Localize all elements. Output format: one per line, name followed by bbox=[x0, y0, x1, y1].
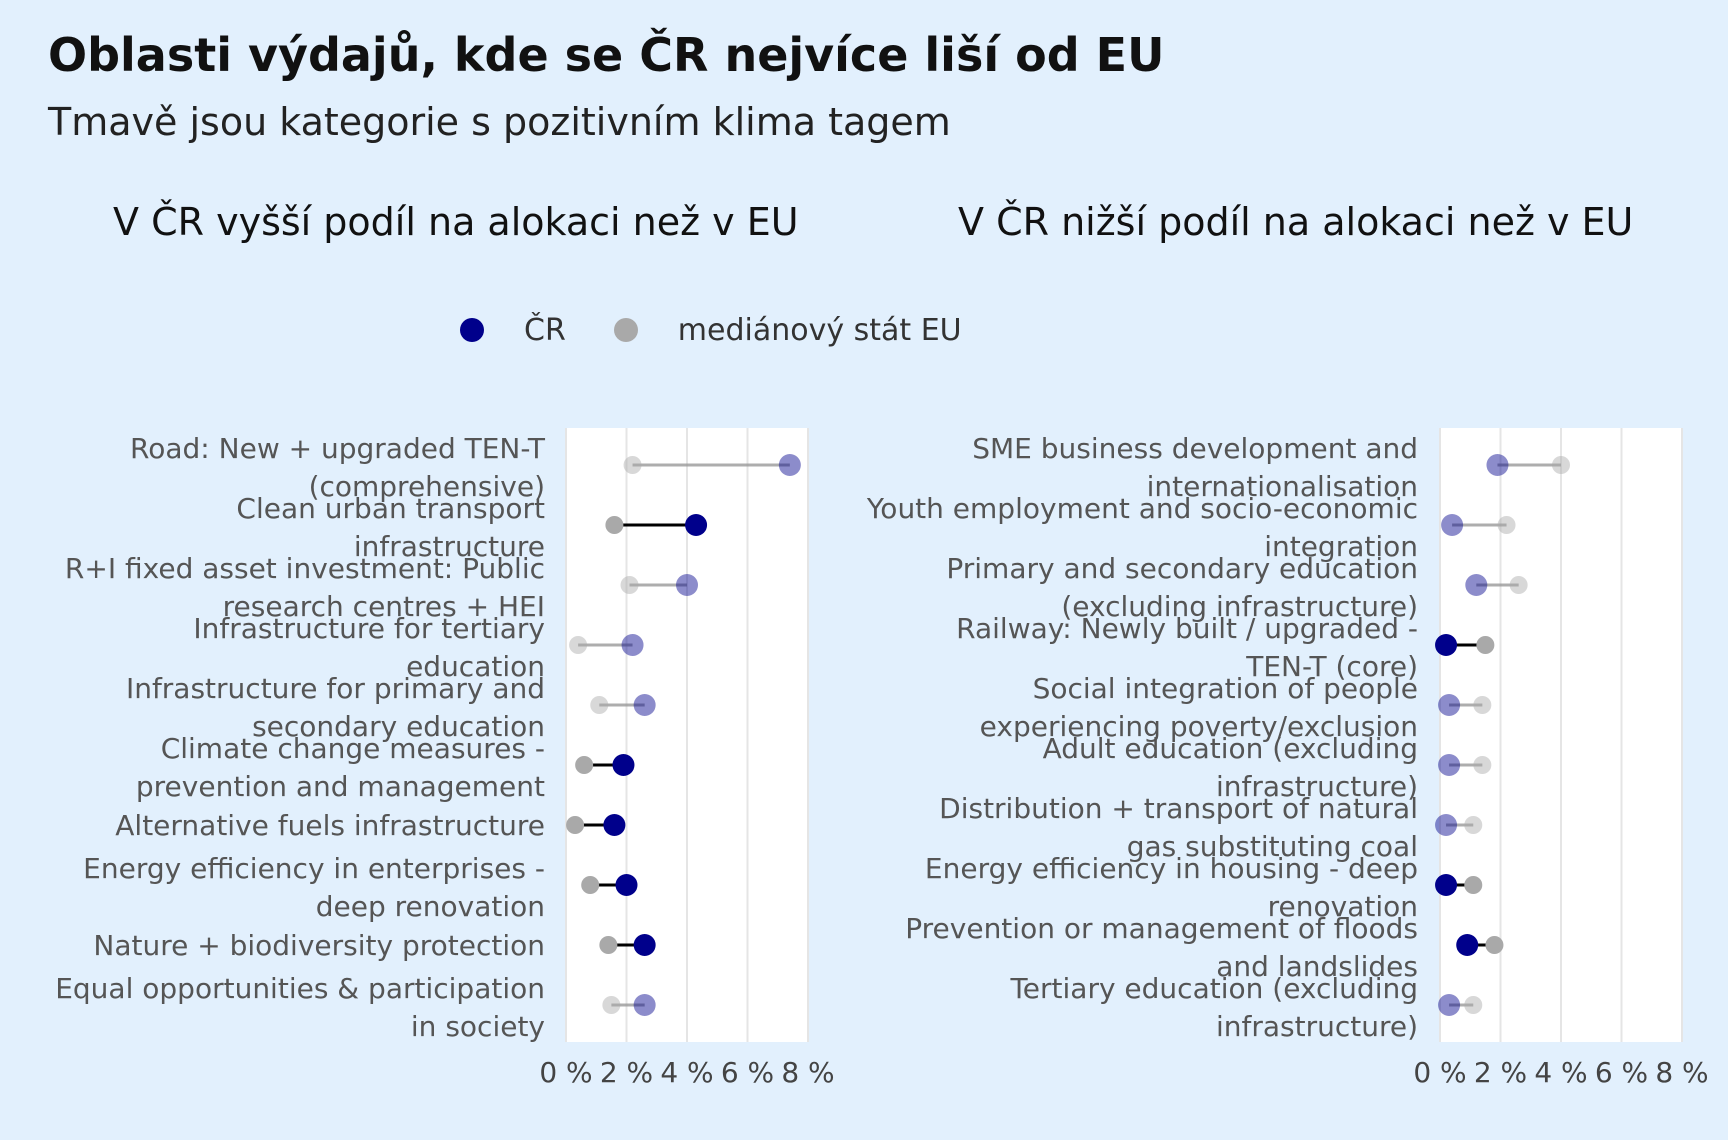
eu-median-point bbox=[566, 816, 585, 834]
category-label: Alternative fuels infrastructure bbox=[115, 809, 545, 842]
panel-title-lower: V ČR nižší podíl na alokaci než v EU bbox=[958, 200, 1634, 244]
cz-point bbox=[685, 514, 708, 536]
category-label: R+I fixed asset investment: Public bbox=[65, 552, 545, 585]
category-label: Distribution + transport of natural bbox=[939, 792, 1418, 825]
category-label: gas substituting coal bbox=[1127, 830, 1418, 863]
legend-marker-eu bbox=[613, 318, 638, 342]
cz-point bbox=[633, 694, 656, 716]
x-tick-label: 4 % bbox=[1534, 1056, 1587, 1089]
category-label: infrastructure bbox=[354, 530, 545, 563]
category-label: (comprehensive) bbox=[309, 470, 545, 503]
category-label: Railway: Newly built / upgraded - bbox=[956, 612, 1418, 645]
category-label: SME business development and bbox=[972, 432, 1418, 465]
category-label: experiencing poverty/exclusion bbox=[980, 710, 1418, 743]
category-label: in society bbox=[411, 1010, 545, 1043]
category-label: TEN-T (core) bbox=[1245, 650, 1418, 683]
category-label: Clean urban transport bbox=[236, 492, 545, 525]
category-label: Energy efficiency in housing - deep bbox=[925, 852, 1418, 885]
cz-point bbox=[615, 874, 638, 896]
legend-label-cz: ČR bbox=[524, 312, 566, 348]
category-label: and landslides bbox=[1216, 950, 1418, 983]
legend-marker-cz bbox=[460, 318, 484, 342]
cz-point bbox=[1441, 514, 1464, 536]
category-label: Climate change measures - bbox=[161, 732, 545, 765]
category-label: (excluding infrastructure) bbox=[1061, 590, 1418, 623]
category-label: Social integration of people bbox=[1033, 672, 1418, 705]
eu-median-point bbox=[620, 576, 639, 594]
x-tick-label: 8 % bbox=[1655, 1056, 1708, 1089]
category-label: integration bbox=[1264, 530, 1418, 563]
x-tick-label: 6 % bbox=[721, 1056, 774, 1089]
category-label: infrastructure) bbox=[1216, 1010, 1418, 1043]
legend: ČR mediánový stát EU bbox=[460, 310, 1010, 350]
x-tick-label: 8 % bbox=[781, 1056, 834, 1089]
eu-median-point bbox=[1552, 456, 1570, 474]
cz-point bbox=[603, 814, 626, 836]
panel-title-higher: V ČR vyšší podíl na alokaci než v EU bbox=[113, 200, 799, 244]
cz-point bbox=[1456, 934, 1479, 956]
cz-point bbox=[1438, 694, 1461, 716]
eu-median-point bbox=[605, 516, 624, 534]
x-tick-label: 2 % bbox=[1474, 1056, 1527, 1089]
eu-median-point bbox=[1476, 636, 1495, 654]
category-label: Tertiary education (excluding bbox=[1009, 972, 1418, 1005]
category-label: Prevention or management of floods bbox=[905, 912, 1418, 945]
eu-median-point bbox=[569, 636, 588, 654]
cz-point bbox=[1465, 574, 1488, 596]
category-label: internationalisation bbox=[1147, 470, 1418, 503]
x-tick-label: 6 % bbox=[1595, 1056, 1648, 1089]
eu-median-point bbox=[599, 936, 618, 954]
category-label: education bbox=[406, 650, 545, 683]
eu-median-point bbox=[1509, 576, 1528, 594]
eu-median-point bbox=[590, 696, 609, 714]
eu-median-point bbox=[1485, 936, 1504, 954]
eu-median-point bbox=[1473, 756, 1492, 774]
chart-subtitle: Tmavě jsou kategorie s pozitivním klima … bbox=[48, 100, 951, 144]
eu-median-point bbox=[1464, 816, 1483, 834]
cz-point bbox=[1438, 994, 1461, 1016]
category-label: Primary and secondary education bbox=[946, 552, 1418, 585]
category-label: prevention and management bbox=[136, 770, 545, 803]
category-label: Infrastructure for primary and bbox=[126, 672, 545, 705]
category-label: renovation bbox=[1268, 890, 1418, 923]
cz-point bbox=[676, 574, 698, 596]
eu-median-point bbox=[1464, 996, 1483, 1014]
category-label: Energy efficiency in enterprises - bbox=[83, 852, 545, 885]
chart-title: Oblasti výdajů, kde se ČR nejvíce liší o… bbox=[48, 28, 1165, 82]
category-label: infrastructure) bbox=[1216, 770, 1418, 803]
eu-median-point bbox=[602, 996, 621, 1014]
x-tick-label: 2 % bbox=[600, 1056, 653, 1089]
cz-point bbox=[1435, 874, 1458, 896]
category-label: Nature + biodiversity protection bbox=[93, 929, 545, 962]
category-label: research centres + HEI bbox=[223, 590, 545, 623]
cz-point bbox=[1438, 754, 1461, 776]
category-label: Adult education (excluding bbox=[1043, 732, 1418, 765]
x-tick-label: 0 % bbox=[539, 1056, 592, 1089]
category-label: secondary education bbox=[252, 710, 545, 743]
category-label: Infrastructure for tertiary bbox=[193, 612, 545, 645]
cz-point bbox=[612, 754, 635, 776]
category-label: Equal opportunities & participation bbox=[55, 972, 545, 1005]
x-tick-label: 4 % bbox=[660, 1056, 713, 1089]
eu-median-point bbox=[581, 876, 600, 894]
cz-point bbox=[633, 994, 656, 1016]
cz-point bbox=[1486, 454, 1509, 476]
eu-median-point bbox=[1473, 696, 1492, 714]
category-label: deep renovation bbox=[316, 890, 545, 923]
legend-label-eu: mediánový stát EU bbox=[677, 312, 962, 348]
cz-point bbox=[1435, 634, 1458, 656]
eu-median-point bbox=[575, 756, 594, 774]
eu-median-point bbox=[1464, 876, 1483, 894]
cz-point bbox=[778, 454, 801, 476]
cz-point bbox=[621, 634, 644, 656]
eu-median-point bbox=[623, 456, 642, 474]
eu-median-point bbox=[1497, 516, 1516, 534]
category-label: Road: New + upgraded TEN-T bbox=[130, 432, 546, 465]
cz-point bbox=[633, 934, 656, 956]
x-tick-label: 0 % bbox=[1413, 1056, 1466, 1089]
category-label: Youth employment and socio-economic bbox=[866, 492, 1418, 525]
cz-point bbox=[1435, 814, 1458, 836]
